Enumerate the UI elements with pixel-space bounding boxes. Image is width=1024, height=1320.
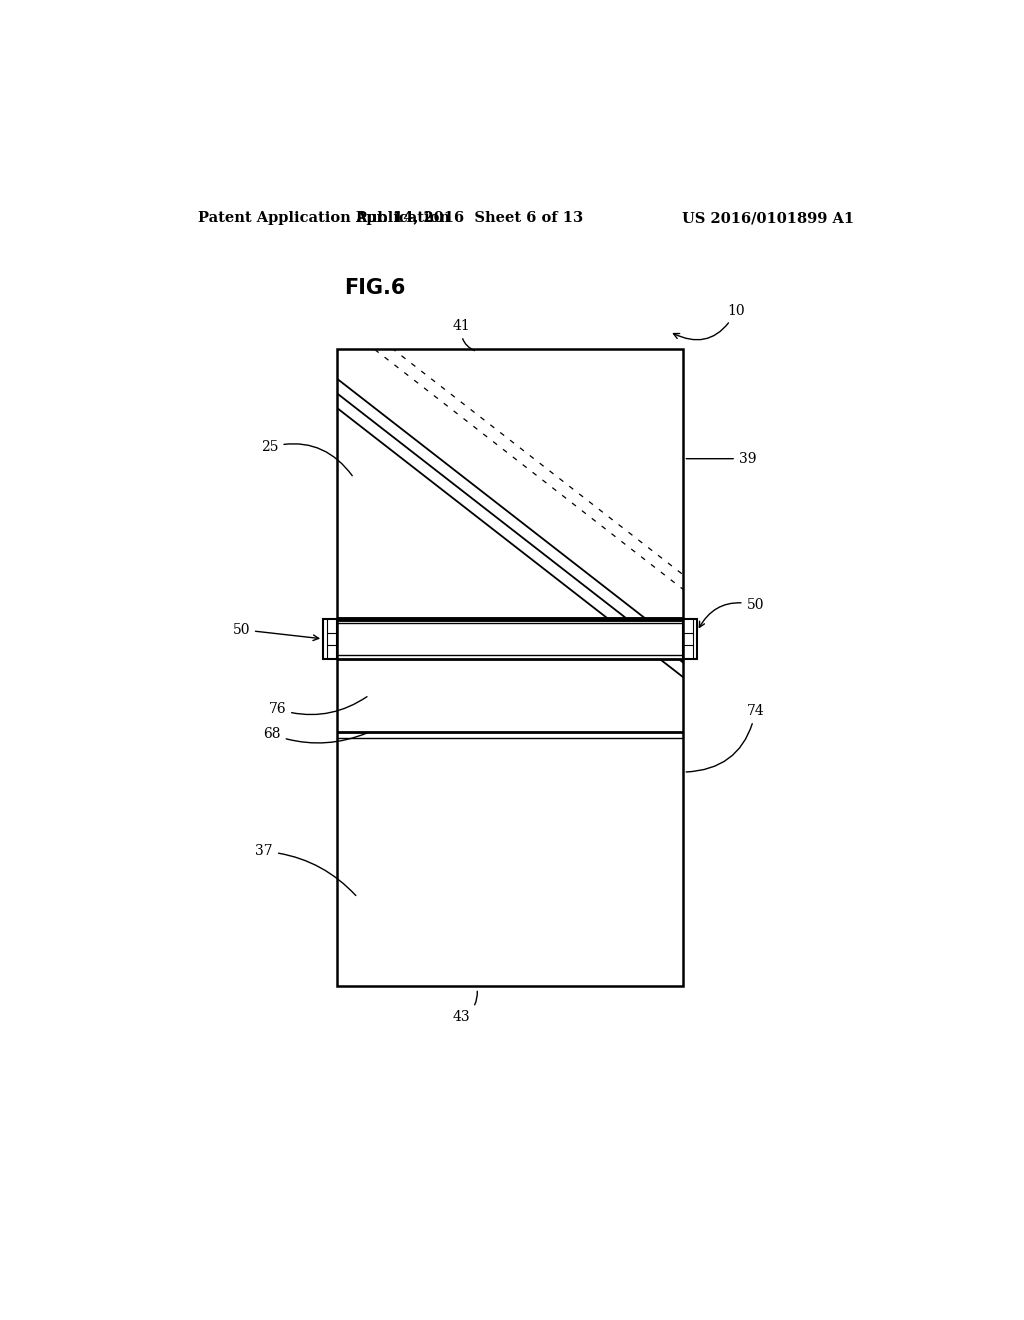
Text: 37: 37	[255, 845, 355, 895]
Text: FIG.6: FIG.6	[345, 277, 406, 298]
Bar	[337, 350, 683, 986]
Text: 68: 68	[263, 727, 367, 743]
Text: 39: 39	[686, 451, 757, 466]
Text: Patent Application Publication: Patent Application Publication	[199, 211, 451, 226]
Text: US 2016/0101899 A1: US 2016/0101899 A1	[682, 211, 854, 226]
FancyBboxPatch shape	[323, 619, 337, 659]
Text: 41: 41	[453, 319, 474, 351]
Text: 74: 74	[686, 705, 764, 772]
Text: 43: 43	[453, 991, 477, 1024]
Text: 50: 50	[232, 623, 318, 640]
Text: 25: 25	[261, 440, 352, 475]
FancyBboxPatch shape	[683, 619, 697, 659]
Text: 10: 10	[674, 304, 744, 339]
Bar	[337, 350, 683, 986]
Text: 50: 50	[699, 598, 764, 627]
Text: 76: 76	[268, 697, 367, 715]
Text: Apr. 14, 2016  Sheet 6 of 13: Apr. 14, 2016 Sheet 6 of 13	[355, 211, 584, 226]
